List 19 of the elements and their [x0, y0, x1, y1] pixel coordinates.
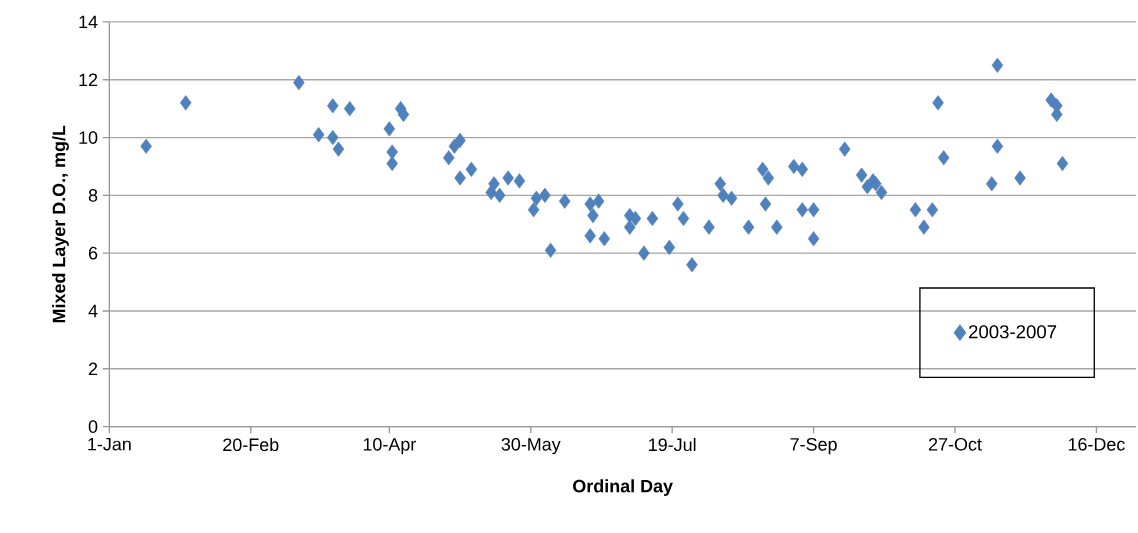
y-tick-label: 6 — [88, 246, 98, 260]
x-tick-label: 7-Sep — [790, 437, 837, 455]
y-axis-title: Mixed Layer D.O., mg/L — [52, 125, 69, 323]
x-tick-label: 19-Jul — [649, 437, 696, 451]
x-tick-label: 20-Feb — [223, 437, 279, 451]
y-tick-label: 14 — [79, 15, 98, 28]
y-tick-label: 12 — [79, 73, 98, 86]
y-tick-label: 10 — [79, 131, 98, 144]
legend-label: 2003-2007 — [969, 325, 1057, 339]
x-tick-label: 10-Apr — [363, 437, 416, 455]
x-tick-label: 16-Dec — [1068, 437, 1125, 451]
y-tick-label: 4 — [88, 304, 98, 318]
y-tick-label: 2 — [88, 362, 98, 375]
y-tick-label: 8 — [88, 188, 98, 202]
x-tick-label: 1-Jan — [88, 437, 131, 451]
x-axis-title: Ordinal Day — [573, 479, 673, 496]
x-tick-label: 27-Oct — [928, 437, 982, 451]
y-tick-label: 0 — [88, 420, 98, 433]
x-tick-label: 30-May — [501, 437, 561, 455]
